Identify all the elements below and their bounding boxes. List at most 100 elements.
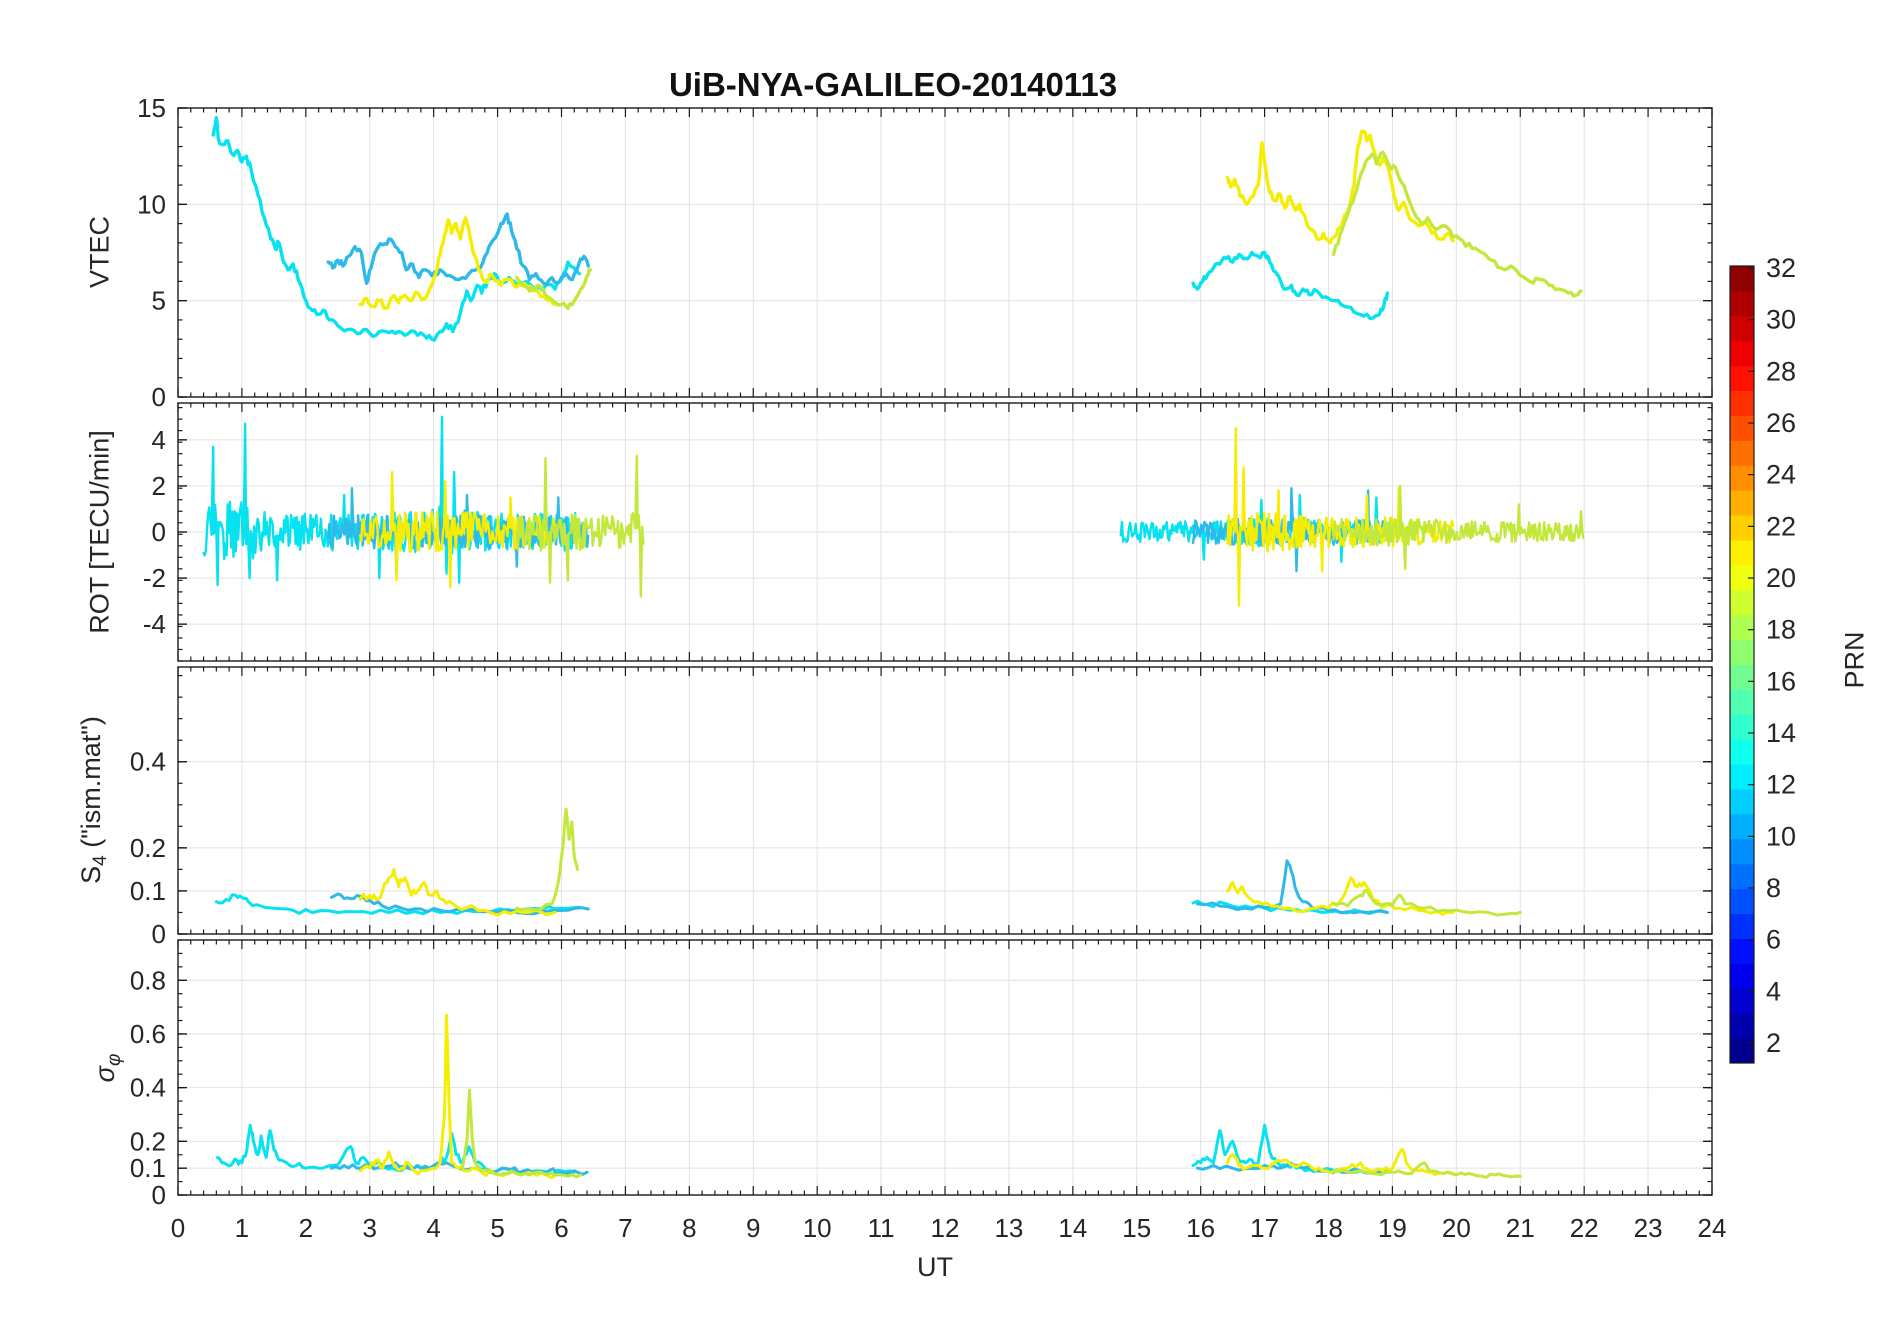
x-tick-label: 1 [235,1213,249,1243]
panel-s4-ytick-label: 0.4 [130,747,166,777]
x-tick-label: 0 [171,1213,185,1243]
trace-prn-12 [216,1123,576,1176]
colorbar-cell-prn-15 [1730,689,1754,715]
trace-prn-19 [1332,484,1585,571]
x-tick-label: 12 [931,1213,960,1243]
colorbar-cell-prn-6 [1730,913,1754,939]
x-tick-label: 2 [299,1213,313,1243]
panel-s4-grid [178,667,1712,934]
colorbar-tick-label: 28 [1766,356,1796,386]
x-tick-label: 10 [803,1213,832,1243]
colorbar-cell-prn-2 [1730,1013,1754,1039]
panel-rot-ytick-label: 0 [152,517,166,547]
colorbar-tick-label: 24 [1766,460,1796,490]
colorbar-cell-prn-17 [1730,639,1754,665]
colorbar-tick-label: 16 [1766,666,1796,696]
x-tick-label: 8 [682,1213,696,1243]
panel-vtec-ytick-label: 15 [137,93,166,123]
panel-sigma-phi-series-prn-20 [358,1013,1455,1180]
panel-s4-axes: 0 0.1 0.2 0.4 [130,666,1713,949]
colorbar-tick-label: 8 [1766,873,1781,903]
colorbar-cell-prn-4 [1730,963,1754,989]
x-tick-label: 19 [1378,1213,1407,1243]
panel-s4-ylabel: S4 ("ism.mat") [75,716,112,884]
panel-vtec-ytick-label: 0 [152,382,166,412]
trace-prn-19 [1331,150,1583,298]
panel-rot-ytick-label: 2 [152,471,166,501]
colorbar-tick-label: 12 [1766,770,1796,800]
x-tick-label: 24 [1698,1213,1727,1243]
x-tick-label: 21 [1506,1213,1535,1243]
trace-prn-19 [1332,889,1522,917]
x-tick-label: 20 [1442,1213,1471,1243]
x-tick-label: 4 [426,1213,440,1243]
panel-s4-ytick-label: 0.2 [130,833,166,863]
colorbar-cell-prn-18 [1730,614,1754,641]
colorbar-tick-label: 22 [1766,511,1796,541]
x-tick-label: 5 [490,1213,504,1243]
colorbar-cell-prn-8 [1730,863,1754,890]
colorbar-cell-prn-19 [1730,589,1754,616]
colorbar-cell-prn-13 [1730,739,1754,765]
trace-prn-19 [515,807,579,912]
x-tick-label: 11 [868,1213,895,1243]
colorbar-cell-prn-27 [1730,390,1754,416]
trace-prn-19 [1332,1161,1522,1179]
x-tick-label: 16 [1186,1213,1215,1243]
panel-rot-ytick-label: -4 [143,609,166,639]
x-tick-label: 22 [1570,1213,1599,1243]
colorbar-cell-prn-1 [1730,1038,1754,1064]
panel-rot-ytick-label: -2 [143,563,166,593]
x-tick-labels: 0 1 2 3 4 5 6 7 8 9 10 11 12 13 14 15 16 17 18 19 20 21 22 23 24 [171,1213,1727,1243]
trace-prn-12 [1191,250,1389,321]
colorbar-cell-prn-16 [1730,664,1754,690]
panel-vtec-ylabel: VTEC [84,215,115,289]
colorbar-cell-prn-28 [1730,365,1754,392]
trace-prn-20 [1225,129,1455,245]
colorbar-cell-prn-3 [1730,988,1754,1014]
trace-prn-20 [1226,1147,1455,1177]
colorbar-tick-label: 14 [1766,718,1796,748]
x-tick-label: 17 [1250,1213,1279,1243]
panel-s4-ytick-label: 0.1 [130,876,166,906]
colorbar-cell-prn-10 [1730,813,1754,840]
trace-prn-11 [326,212,590,287]
trace-prn-19 [515,268,592,311]
colorbar-cell-prn-23 [1730,490,1754,516]
panel-sigma-phi: 00.10.2 0.4 0.6 0.8 [130,939,1713,1210]
trace-prn-20 [358,216,557,311]
panel-sigma-phi-axes: 00.10.2 0.4 0.6 0.8 [130,939,1713,1210]
panel-vtec-axes: 0 5 10 15 [137,93,1713,412]
panel-vtec-ytick-label: 10 [137,189,166,219]
colorbar-cell-prn-14 [1730,714,1754,740]
colorbar-tick-label: 6 [1766,925,1781,955]
colorbar-cell-prn-9 [1730,838,1754,865]
trace-prn-11 [1196,859,1389,915]
x-tick-label: 14 [1058,1213,1087,1243]
x-tick-label: 15 [1122,1213,1151,1243]
trace-prn-20 [358,867,557,917]
panel-sigma-phi-ytick-label: 0.4 [130,1073,166,1103]
panel-rot: -4 -2 0 2 4 [143,402,1713,662]
x-tick-label: 9 [746,1213,760,1243]
colorbar-tick-label: 32 [1766,253,1796,283]
colorbar-cell-prn-12 [1730,764,1754,790]
panel-rot-ylabel: ROT [TECU/min] [84,430,115,634]
panel-rot-ytick-label: 4 [152,425,166,455]
panel-sigma-phi-ytick-label: 0.6 [130,1019,166,1049]
panel-sigma-phi-ytick-label: 0.8 [130,965,166,995]
panel-s4: 0 0.1 0.2 0.4 [130,666,1713,949]
panel-vtec: 0 5 10 15 [137,93,1713,412]
trace-prn-19 [460,1088,583,1179]
colorbar-tick-label: 2 [1766,1028,1781,1058]
colorbar-cell-prn-5 [1730,938,1754,964]
colorbar-tick-label: 20 [1766,563,1796,593]
x-tick-label: 6 [554,1213,568,1243]
panel-vtec-series-prn-19 [515,150,1583,311]
colorbar-cell-prn-7 [1730,888,1754,915]
panel-vtec-ytick-label: 5 [152,286,166,316]
panel-vtec-grid [178,108,1712,397]
panel-sigma-phi-ytick-label: 0.2 [130,1126,166,1156]
